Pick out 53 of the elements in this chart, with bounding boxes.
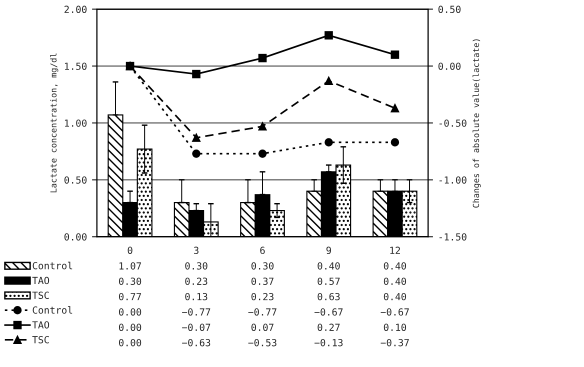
- y2-axis-title: Changes of absolute value(lactate): [472, 39, 481, 208]
- data-label: 0.13: [185, 292, 208, 300]
- legend-label: TAO: [32, 321, 50, 329]
- data-label: 0.30: [185, 262, 208, 270]
- data-label: 0.07: [251, 324, 274, 331]
- data-label: 0.27: [318, 324, 340, 331]
- data-label: 0.40: [384, 278, 406, 285]
- y-tick-label: 1.50: [64, 62, 87, 70]
- data-label: −0.63: [182, 338, 210, 346]
- data-label: 0.23: [251, 292, 274, 300]
- x-tick-label: 0: [128, 246, 132, 254]
- y-tick-label: 1.00: [64, 119, 87, 127]
- legend-label: TAO: [32, 276, 50, 284]
- data-label: −0.07: [182, 324, 210, 331]
- y2-tick-label: -1.50: [439, 233, 466, 241]
- data-label: 0.37: [251, 278, 274, 285]
- data-label: −0.37: [380, 338, 409, 346]
- y2-tick-label: -0.50: [439, 119, 466, 127]
- y-axis-title: Lactate concentration, mg/dl: [50, 54, 58, 192]
- data-label: 0.63: [318, 292, 340, 300]
- data-label: 1.07: [120, 262, 142, 270]
- data-label: −0.13: [314, 338, 343, 346]
- data-label: 0.30: [118, 278, 142, 285]
- data-label: −0.67: [314, 308, 343, 316]
- data-label: 0.57: [318, 278, 340, 285]
- data-label: 0.10: [384, 324, 406, 331]
- data-label: 0.23: [185, 278, 208, 285]
- legend-label: TSC: [32, 336, 49, 344]
- data-label: 0.40: [384, 292, 406, 300]
- data-label: 0.00: [118, 308, 142, 316]
- data-label: 0.77: [118, 292, 142, 300]
- y2-tick-label: 0.00: [438, 62, 461, 70]
- x-tick-label: 9: [326, 246, 331, 254]
- y-tick-label: 0.00: [64, 233, 87, 241]
- data-label: −0.53: [248, 338, 276, 346]
- data-label: −0.77: [182, 308, 210, 316]
- y-tick-label: 0.50: [64, 176, 87, 184]
- x-tick-label: 12: [390, 246, 400, 254]
- data-label: −0.77: [248, 308, 276, 316]
- data-label: 0.40: [318, 262, 340, 270]
- x-tick-label: 6: [260, 246, 265, 254]
- data-label: 0.00: [118, 338, 142, 346]
- y2-tick-label: 0.50: [438, 6, 461, 14]
- legend-label: Control: [32, 262, 72, 270]
- legend-label: Control: [32, 306, 72, 314]
- data-label: 0.40: [384, 262, 406, 270]
- data-label: −0.67: [380, 308, 409, 316]
- data-label: 0.00: [118, 324, 142, 331]
- y2-tick-label: -1.00: [439, 176, 466, 184]
- data-label: 0.30: [251, 262, 274, 270]
- x-tick-label: 3: [194, 246, 198, 254]
- y-tick-label: 2.00: [64, 6, 87, 14]
- legend-label: TSC: [32, 292, 49, 299]
